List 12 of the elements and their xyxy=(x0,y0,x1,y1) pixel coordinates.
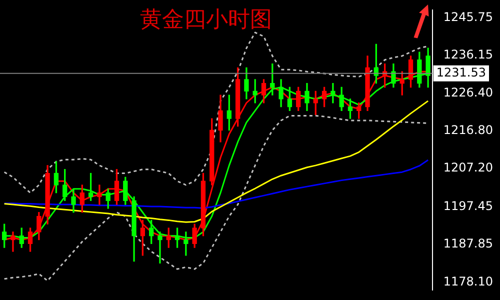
line-series xyxy=(4,115,429,282)
y-tick-label: 1178.10 xyxy=(443,274,493,288)
y-tick-label: 1245.75 xyxy=(443,10,493,24)
y-tick-label: 1216.80 xyxy=(443,123,493,138)
y-tick-label: 1226.40 xyxy=(443,86,493,100)
y-tick-label: 1197.45 xyxy=(443,198,493,213)
ref-line-label: 1231.53 xyxy=(436,66,486,80)
line-series xyxy=(4,32,429,194)
y-tick-label: 1187.85 xyxy=(443,236,493,250)
y-tick-label: 1236.15 xyxy=(443,47,493,62)
chart-title: 黄金四小时图 xyxy=(140,8,272,33)
y-tick-label: 1207.20 xyxy=(443,160,493,175)
